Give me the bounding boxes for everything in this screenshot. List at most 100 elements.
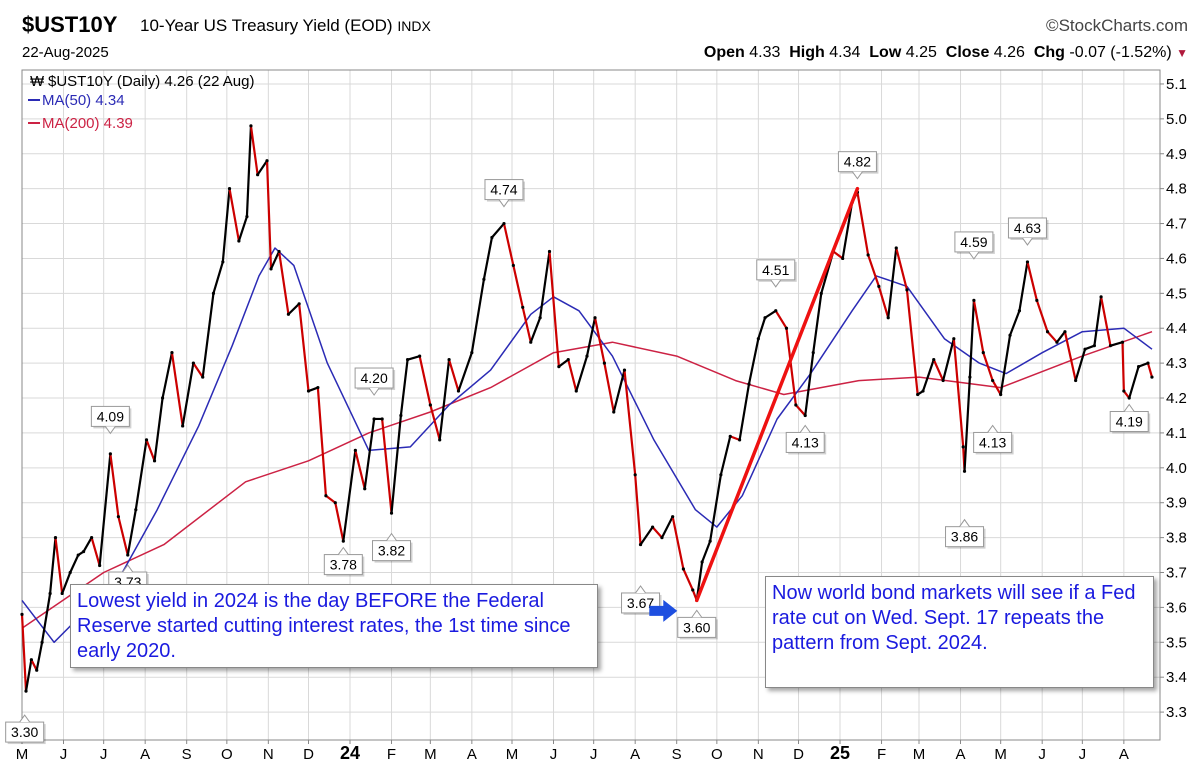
price-segment [502,222,515,267]
price-segment [245,124,253,218]
price-point [1099,295,1103,299]
price-point [1108,344,1113,348]
price-segment [887,246,898,319]
ma50-line [21,247,1153,644]
price-point [306,389,311,393]
price-segment [905,288,919,396]
price-segment [98,452,112,567]
price-point [24,689,28,693]
price-segment [747,337,760,386]
price-point [1136,365,1141,369]
price-segment [228,187,240,243]
annotation-label: 4.19 [1116,414,1143,430]
price-point [399,413,403,418]
price-point [1150,375,1154,379]
price-point [1074,378,1078,383]
price-point [324,494,328,498]
y-tick-label: 5.0 [1166,111,1187,128]
price-point [201,375,205,379]
price-point [905,288,909,292]
x-tick-label: N [753,746,764,763]
price-segment [35,641,44,672]
price-point [363,487,367,491]
price-segment [512,264,524,309]
price-segment [709,473,722,543]
price-point [277,249,281,254]
price-point [428,403,432,407]
trendline [695,186,860,603]
x-tick-label: J [550,746,558,763]
price-point [249,124,253,128]
price-segment [161,351,174,400]
price-point [482,277,486,281]
y-tick-label: 3.8 [1166,530,1187,547]
price-segment [968,299,976,379]
right-arrow-icon [649,599,678,622]
price-point [227,187,232,191]
price-segment [1128,365,1140,400]
price-point [60,591,64,596]
price-point [1063,330,1067,334]
price-point [29,658,33,662]
y-tick-label: 4.0 [1166,460,1187,477]
price-point [53,536,58,540]
chart-header: $UST10Y 10-Year US Treasury Yield (EOD) … [0,0,1202,70]
annotation-label: 4.13 [979,434,1006,450]
annotation-pointer [498,199,510,208]
price-segment [682,567,694,592]
price-segment [1137,362,1150,368]
x-tick-label: O [221,746,233,763]
price-segment [942,337,955,382]
y-tick-label: 4.4 [1166,320,1187,337]
price-point [585,354,589,358]
price-segment [316,386,328,497]
price-point [811,351,815,355]
price-segment [548,250,560,368]
price-point [221,260,225,264]
price-segment [438,358,451,441]
price-segment [867,253,880,288]
price-point [756,337,760,341]
price-segment [145,438,156,462]
ma200-line-group [21,330,1153,629]
annotation-pointer [1022,237,1033,246]
price-segment [991,379,1002,396]
price-segment [1026,260,1038,302]
price-point [170,351,174,355]
price-point [116,515,120,519]
price-point [1120,340,1125,344]
price-point [962,469,967,473]
y-tick-label: 3.7 [1166,565,1187,582]
legend-ma200: MA(200) 4.39 [42,115,133,132]
price-segment [895,246,909,291]
annotation-pointer [104,426,116,435]
price-segment [54,536,64,595]
price-segment [651,526,664,539]
price-segment [307,386,319,393]
x-tick-label: M [994,746,1007,763]
price-segment [249,124,259,176]
price-segment [40,592,52,644]
price-segment [841,201,854,260]
price-point [470,351,474,355]
y-tick-label: 3.6 [1166,599,1187,616]
chg-label: Chg [1033,44,1065,61]
price-segment [30,658,38,672]
brand-link[interactable]: ©StockCharts.com [1046,16,1188,36]
price-segment [24,658,33,693]
close-label: Close [945,44,990,61]
price-point [1092,344,1096,348]
price-segment [812,292,823,354]
price-point [691,588,695,592]
price-point [447,358,451,362]
price-segment [612,369,626,414]
chart-title: 10-Year US Treasury Yield (EOD) INDX [140,16,431,36]
annotation-pointer [852,171,863,180]
price-segment [256,159,269,176]
price-point [602,361,606,365]
price-point [622,368,627,372]
price-point [286,312,291,316]
x-tick-label: 24 [340,743,360,763]
price-point [921,389,925,393]
price-point [438,438,442,442]
